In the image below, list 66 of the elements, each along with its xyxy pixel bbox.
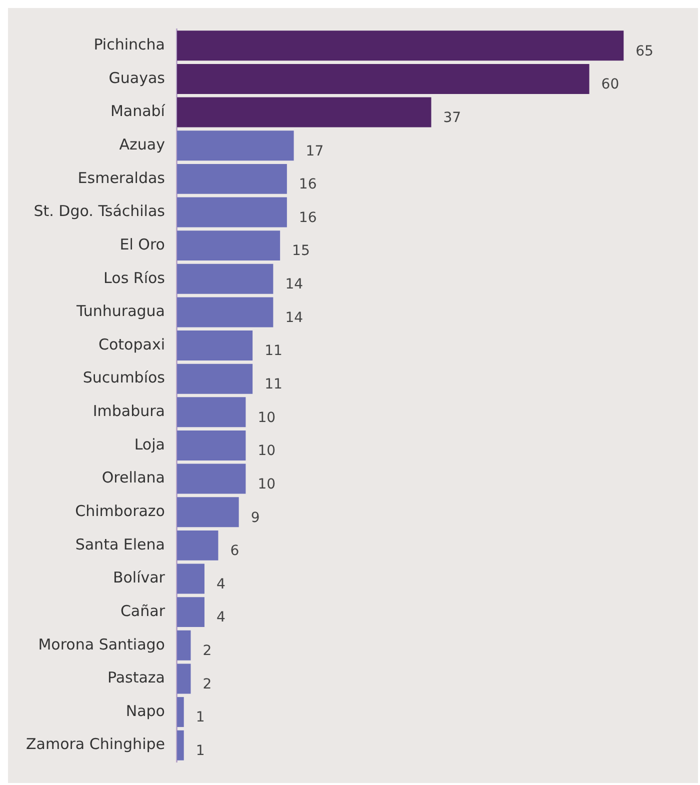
y-tick-label: Morona Santiago: [38, 635, 165, 654]
data-label: 10: [258, 410, 276, 426]
y-tick-label: Loja: [134, 435, 165, 454]
y-tick-label: Pastaza: [107, 668, 165, 687]
bar: [176, 264, 274, 294]
bar: [176, 230, 280, 261]
y-tick-label: Cotopaxi: [98, 335, 165, 354]
y-tick-label: Pichincha: [94, 36, 165, 54]
bar: [176, 697, 184, 728]
bar: [176, 597, 204, 628]
data-label: 14: [285, 276, 304, 293]
data-label: 15: [292, 243, 310, 260]
bar: [176, 397, 246, 428]
data-label: 14: [285, 310, 304, 326]
y-tick-label: Napo: [126, 702, 165, 720]
bar: [176, 564, 204, 594]
y-tick-label: El Oro: [120, 235, 165, 254]
data-label: 60: [601, 76, 620, 93]
y-tick-label: Chimborazo: [75, 502, 165, 520]
bar: [176, 430, 246, 460]
data-label: 16: [298, 176, 317, 193]
bar: [176, 130, 294, 161]
y-tick-label: Manabí: [110, 102, 166, 120]
y-tick-label: Orellana: [102, 468, 165, 487]
y-tick-label: Tunhuragua: [75, 302, 165, 320]
data-label: 10: [258, 443, 276, 460]
bar: [176, 297, 274, 328]
data-label: 2: [202, 643, 212, 660]
bar: [176, 164, 287, 194]
bar: [176, 197, 287, 228]
bar: [176, 730, 184, 760]
data-label: 17: [306, 143, 324, 160]
bar: [176, 630, 191, 660]
data-label: 11: [264, 343, 282, 360]
bar: [176, 364, 253, 394]
data-label: 37: [443, 110, 462, 126]
bar: [176, 664, 191, 694]
y-tick-label: Los Ríos: [104, 268, 166, 287]
bar: [176, 464, 246, 494]
data-label: 4: [216, 576, 226, 592]
data-label: 9: [250, 510, 260, 526]
y-tick-label: Azuay: [119, 136, 166, 154]
y-tick-label: Bolívar: [112, 568, 166, 587]
y-tick-label: St. Dgo. Tsáchilas: [34, 202, 166, 220]
data-label: 6: [230, 543, 240, 560]
bar: [176, 497, 239, 528]
bar: [176, 330, 253, 361]
bar: [176, 30, 624, 61]
y-tick-label: Santa Elena: [75, 535, 165, 554]
data-label: 10: [258, 476, 276, 492]
bar: [176, 530, 218, 560]
data-label: 65: [636, 43, 654, 60]
data-label: 1: [196, 710, 205, 726]
y-tick-label: Zamora Chinghipe: [26, 735, 165, 754]
y-tick-label: Sucumbíos: [82, 368, 166, 387]
y-tick-label: Guayas: [108, 68, 166, 87]
y-tick-label: Imbabura: [92, 402, 165, 420]
data-label: 16: [298, 210, 317, 226]
data-label: 2: [202, 676, 212, 692]
data-label: 11: [264, 376, 282, 392]
y-tick-label: Esmeraldas: [78, 168, 166, 187]
y-tick-label: Cañar: [120, 602, 166, 620]
bar: [176, 97, 432, 128]
data-label: 1: [196, 742, 205, 759]
data-label: 4: [216, 610, 226, 626]
bar: [176, 64, 590, 94]
